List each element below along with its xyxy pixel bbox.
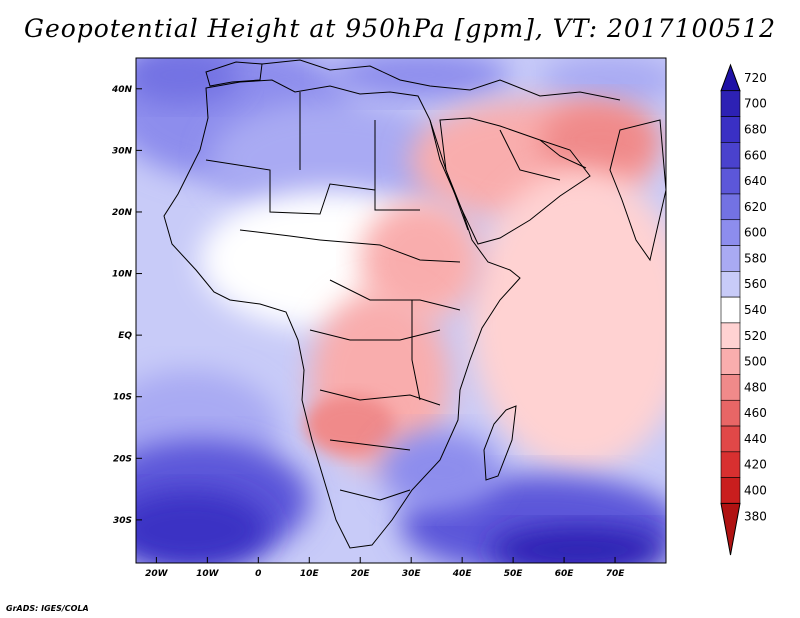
border-4 (319, 239, 461, 263)
colorbar-top-arrow (720, 63, 741, 92)
lat-tick-label-5: 10S (113, 393, 132, 403)
field-mozambique-channel (380, 430, 500, 510)
persian-gulf-coast (539, 139, 587, 169)
border-2 (374, 120, 420, 211)
lon-tick-label-2: 0 (255, 569, 261, 579)
colorbar-segment-11 (720, 348, 741, 375)
lat-tick-label-0: 40N (111, 85, 133, 95)
colorbar-label-12: 480 (744, 380, 767, 394)
colorbar-segment-6 (720, 219, 741, 246)
field-indian-ocean (470, 170, 666, 470)
border-9 (339, 489, 411, 501)
colorbar-label-11: 500 (744, 355, 767, 369)
field-se-low (490, 525, 666, 563)
lon-tick-label-6: 40E (452, 569, 473, 579)
colorbar-label-4: 640 (744, 174, 767, 188)
shaded-field (136, 58, 666, 563)
colorbar-segment-5 (720, 193, 741, 221)
colorbar-label-8: 560 (744, 277, 767, 291)
border-7 (319, 389, 441, 406)
colorbar-label-5: 620 (744, 200, 767, 214)
colorbar-label-14: 440 (744, 432, 767, 446)
border-5 (329, 279, 461, 311)
colorbar-label-9: 540 (744, 303, 767, 317)
lon-tick-label-5: 30E (402, 569, 422, 579)
colorbar-label-17: 380 (744, 509, 767, 523)
colorbar-label-3: 660 (744, 148, 767, 162)
colorbar-label-7: 580 (744, 251, 767, 265)
mediterranean-coast (261, 59, 621, 101)
lon-tick-label-3: 10E (300, 569, 320, 579)
field-sw-low (136, 490, 270, 563)
india-coastline (609, 119, 666, 262)
colorbar-label-13: 460 (744, 406, 767, 420)
colorbar-label-15: 420 (744, 458, 767, 472)
border-1 (205, 159, 376, 215)
lat-tick-label-1: 30N (112, 146, 133, 156)
colorbar-bottom-arrow (720, 502, 741, 556)
coastlines (163, 59, 666, 549)
colorbar-segment-7 (720, 245, 741, 272)
border-10 (411, 300, 421, 401)
lat-tick-label-6: 20S (113, 454, 132, 464)
plot-frame (135, 57, 667, 564)
colorbar-segment-15 (720, 451, 741, 478)
colorbar-label-6: 600 (744, 226, 767, 240)
field-iberia-blue (136, 58, 240, 105)
border-12 (499, 129, 561, 181)
lat-tick-label-7: 30S (113, 516, 132, 526)
colorbar-segment-4 (720, 167, 741, 195)
colorbar-segment-9 (720, 296, 741, 324)
field-iran (540, 100, 660, 180)
colorbar-label-0: 720 (744, 71, 767, 85)
red-sea-west-coast (429, 119, 469, 231)
colorbar-segment-16 (720, 477, 741, 504)
field-southern-africa-high (305, 395, 395, 455)
border-6 (309, 329, 441, 341)
madagascar-coastline (483, 405, 517, 481)
lat-tick-label-4: EQ (118, 331, 132, 341)
colorbar-segment-8 (720, 271, 741, 298)
grads-credit: GrADS: IGES/COLA (6, 604, 89, 613)
axis-ticks: 20W 10W 0 10E 20E 30E 40E 50E 60E 70E 40N 30N 20N 10N… (111, 85, 625, 579)
colorbar-segment-13 (720, 399, 741, 427)
colorbar-segment-3 (720, 142, 741, 169)
colorbar-label-1: 700 (744, 97, 767, 111)
colorbar-label-2: 680 (744, 122, 767, 136)
colorbar-segment-10 (720, 322, 741, 349)
lat-tick-label-2: 20N (112, 208, 133, 218)
colorbar-segment-2 (720, 116, 741, 143)
map-title: Geopotential Height at 950hPa [gpm], VT:… (23, 14, 777, 43)
colorbar-segment-14 (720, 425, 741, 453)
lat-tick-label-3: 10N (112, 270, 133, 280)
lon-tick-label-4: 20E (351, 569, 371, 579)
border-8 (329, 439, 411, 451)
colorbar-label-16: 400 (744, 484, 767, 498)
lon-tick-label-1: 10W (196, 569, 220, 579)
colorbar-segment-1 (720, 90, 741, 117)
colorbar-segment-12 (720, 374, 741, 401)
arabia-coastline (439, 117, 591, 245)
lon-tick-label-9: 70E (606, 569, 626, 579)
border-11 (239, 229, 321, 241)
lon-tick-label-0: 20W (145, 569, 169, 579)
colorbar: 720 700 680 660 640 620 600 580 560 540 520 500 480 4… (720, 63, 767, 556)
iberia-coastline (205, 61, 263, 87)
lon-tick-label-7: 50E (504, 569, 524, 579)
colorbar-label-10: 520 (744, 329, 767, 343)
africa-coastline (163, 79, 521, 549)
lon-tick-label-8: 60E (555, 569, 575, 579)
